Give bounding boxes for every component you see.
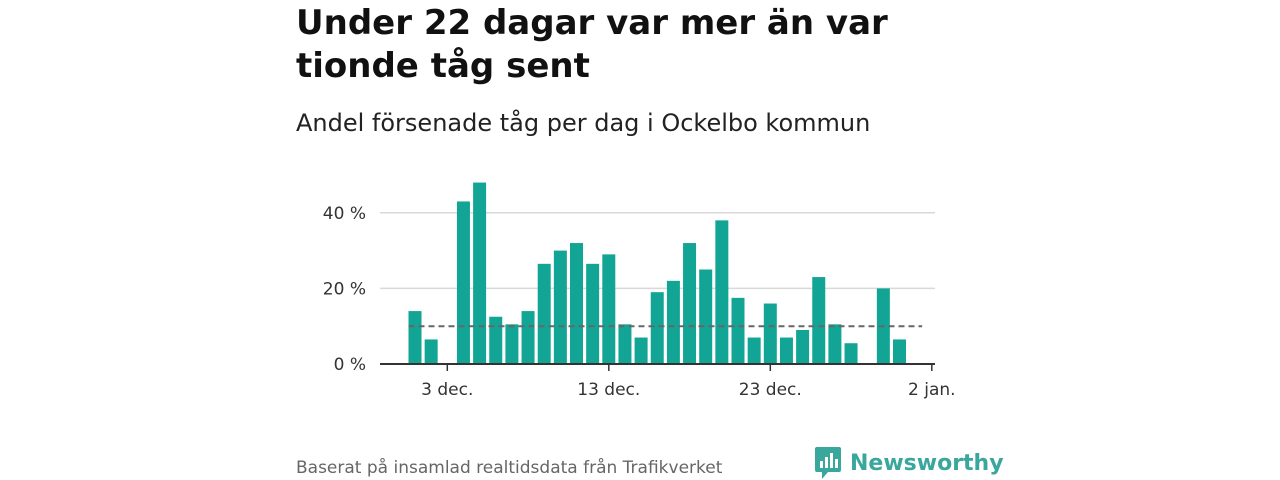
x-tick-label: 13 dec. — [577, 380, 640, 400]
bar — [715, 220, 729, 364]
bar — [408, 311, 422, 364]
bar — [763, 303, 777, 364]
brand-name: Newsworthy — [850, 450, 1004, 476]
y-tick-label: 20 % — [323, 279, 366, 299]
chart-title: Under 22 dagar var mer än var tionde tåg… — [296, 3, 888, 86]
bar — [473, 182, 487, 364]
bar — [812, 277, 826, 364]
axes: 0 % 20 % 40 % 3 dec. 13 dec. 23 dec. 2 jan. — [323, 204, 956, 400]
bar-chart: 0 % 20 % 40 % 3 dec. 13 dec. 23 dec. 2 jan. — [323, 182, 956, 400]
bar — [570, 243, 583, 364]
bar — [634, 337, 648, 364]
source-note: Baserat på insamlad realtidsdata från Tr… — [296, 458, 723, 478]
bar — [602, 254, 616, 364]
bar — [537, 263, 551, 364]
y-tick-label: 40 % — [323, 204, 366, 224]
bar — [553, 250, 567, 364]
bar — [893, 339, 906, 364]
bar — [456, 201, 470, 364]
x-tick-label: 2 jan. — [908, 380, 956, 400]
bar — [586, 263, 600, 364]
bar — [618, 324, 632, 364]
x-tick-label: 3 dec. — [421, 380, 473, 400]
bar — [683, 243, 697, 364]
bar — [731, 297, 745, 364]
bar — [779, 337, 793, 364]
bar — [521, 311, 535, 364]
bar — [796, 329, 810, 364]
x-tick-label: 23 dec. — [739, 380, 802, 400]
y-tick-label: 0 % — [334, 355, 366, 375]
bar — [650, 292, 664, 364]
bar — [828, 324, 842, 364]
bar — [747, 337, 761, 364]
bar — [505, 324, 519, 364]
bar — [489, 316, 503, 364]
bar — [844, 343, 858, 364]
newsworthy-logo-icon — [815, 447, 841, 479]
chart-subtitle: Andel försenade tåg per dag i Ockelbo ko… — [296, 109, 871, 137]
bar — [424, 339, 438, 364]
brand-logo: Newsworthy — [814, 446, 1004, 480]
bars — [408, 182, 906, 364]
gridlines — [380, 212, 935, 290]
bar — [666, 280, 680, 364]
bar — [699, 269, 713, 364]
